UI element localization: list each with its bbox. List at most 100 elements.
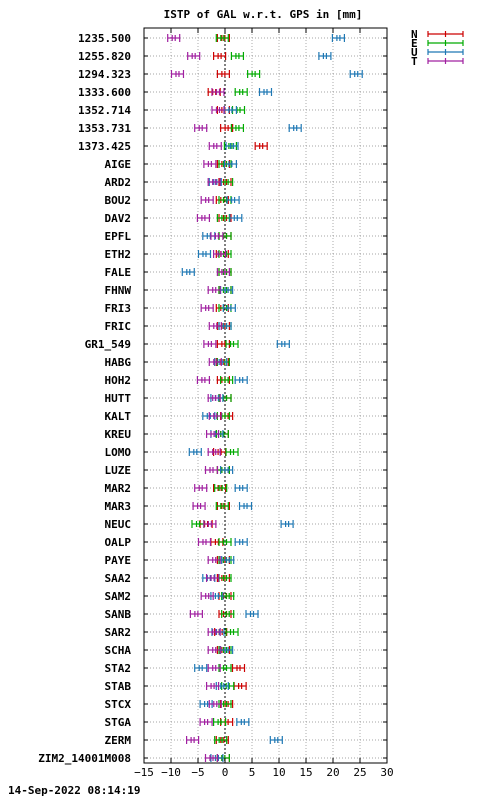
- mark-u: [188, 448, 202, 456]
- station-label: HUTT: [105, 392, 132, 405]
- station-label: 1294.323: [78, 68, 131, 81]
- mark-t: [203, 160, 217, 168]
- station-label: FALE: [105, 266, 132, 279]
- x-tick-label: −15: [134, 766, 154, 779]
- station-label: STGA: [105, 716, 132, 729]
- station-label: NEUC: [105, 518, 132, 531]
- mark-u: [194, 664, 208, 672]
- mark-t: [208, 358, 222, 366]
- mark-u: [280, 520, 294, 528]
- mark-e: [230, 124, 245, 132]
- legend-label: N: [411, 28, 418, 41]
- mark-e: [225, 448, 239, 456]
- mark-e: [218, 394, 232, 402]
- mark-u: [229, 214, 243, 222]
- station-label: SAR2: [105, 626, 132, 639]
- mark-t: [207, 628, 221, 636]
- mark-u: [234, 484, 248, 492]
- mark-t: [208, 700, 222, 708]
- grid-lines: [143, 27, 388, 764]
- station-label: 1353.731: [78, 122, 131, 135]
- x-tick-label: −10: [161, 766, 181, 779]
- mark-t: [208, 412, 222, 420]
- mark-t: [200, 304, 214, 312]
- x-tick-label: 0: [222, 766, 229, 779]
- x-tick-label: 15: [299, 766, 312, 779]
- mark-t: [210, 232, 224, 240]
- mark-t: [208, 142, 222, 150]
- station-label: STAB: [105, 680, 132, 693]
- mark-u: [331, 34, 345, 42]
- mark-t: [205, 430, 220, 438]
- station-label: PAYE: [105, 554, 132, 567]
- mark-t: [189, 610, 203, 618]
- station-label: GR1_549: [85, 338, 131, 351]
- mark-t: [207, 646, 221, 654]
- mark-t: [205, 682, 220, 690]
- station-label: STCX: [105, 698, 132, 711]
- mark-u: [220, 466, 234, 474]
- mark-t: [194, 484, 208, 492]
- station-label: 1235.500: [78, 32, 131, 45]
- station-label: FRI3: [105, 302, 132, 315]
- x-tick-label: −5: [191, 766, 204, 779]
- station-label: SANB: [105, 608, 132, 621]
- mark-u: [197, 250, 212, 258]
- mark-t: [204, 466, 219, 474]
- mark-t: [204, 754, 219, 762]
- station-label: HABG: [105, 356, 132, 369]
- mark-e: [218, 700, 232, 708]
- mark-e: [247, 70, 261, 78]
- station-label: OALP: [105, 536, 132, 549]
- station-label: STA2: [105, 662, 132, 675]
- mark-e: [225, 340, 239, 348]
- mark-t: [187, 52, 201, 60]
- station-label: 1255.820: [78, 50, 131, 63]
- station-label: LUZE: [105, 464, 132, 477]
- mark-n: [254, 142, 268, 150]
- station-label: ETH2: [105, 248, 132, 261]
- station-label: LOMO: [105, 446, 132, 459]
- mark-u: [215, 682, 229, 690]
- mark-t: [207, 178, 221, 186]
- mark-t: [167, 34, 181, 42]
- mark-t: [194, 124, 208, 132]
- mark-n: [233, 682, 247, 690]
- mark-u: [245, 610, 259, 618]
- mark-t: [208, 322, 222, 330]
- station-label: ZERM: [105, 734, 132, 747]
- mark-t: [207, 448, 221, 456]
- chart-title: ISTP of GAL w.r.t. GPS in [mm]: [164, 8, 363, 21]
- mark-e: [215, 502, 229, 510]
- mark-u: [181, 268, 195, 276]
- station-label: AIGE: [105, 158, 132, 171]
- mark-t: [207, 286, 221, 294]
- station-label: 1333.600: [78, 86, 131, 99]
- station-label: FRIC: [105, 320, 132, 333]
- mark-u: [236, 718, 250, 726]
- x-tick-label: 20: [326, 766, 339, 779]
- mark-t: [205, 574, 220, 582]
- mark-n: [216, 70, 230, 78]
- mark-e: [214, 736, 228, 744]
- mark-u: [234, 538, 248, 546]
- mark-n: [213, 52, 227, 60]
- station-label: FHNW: [105, 284, 132, 297]
- mark-t: [170, 70, 185, 78]
- x-tick-label: 10: [272, 766, 285, 779]
- mark-e: [213, 718, 227, 726]
- mark-t: [196, 376, 210, 384]
- mark-u: [222, 304, 236, 312]
- mark-e: [221, 610, 235, 618]
- mark-e: [230, 52, 245, 60]
- mark-t: [200, 592, 214, 600]
- mark-t: [203, 340, 217, 348]
- station-label: ARD2: [105, 176, 132, 189]
- mark-u: [226, 196, 240, 204]
- mark-e: [215, 34, 229, 42]
- mark-u: [276, 340, 290, 348]
- station-label: SAM2: [105, 590, 132, 603]
- mark-t: [207, 664, 221, 672]
